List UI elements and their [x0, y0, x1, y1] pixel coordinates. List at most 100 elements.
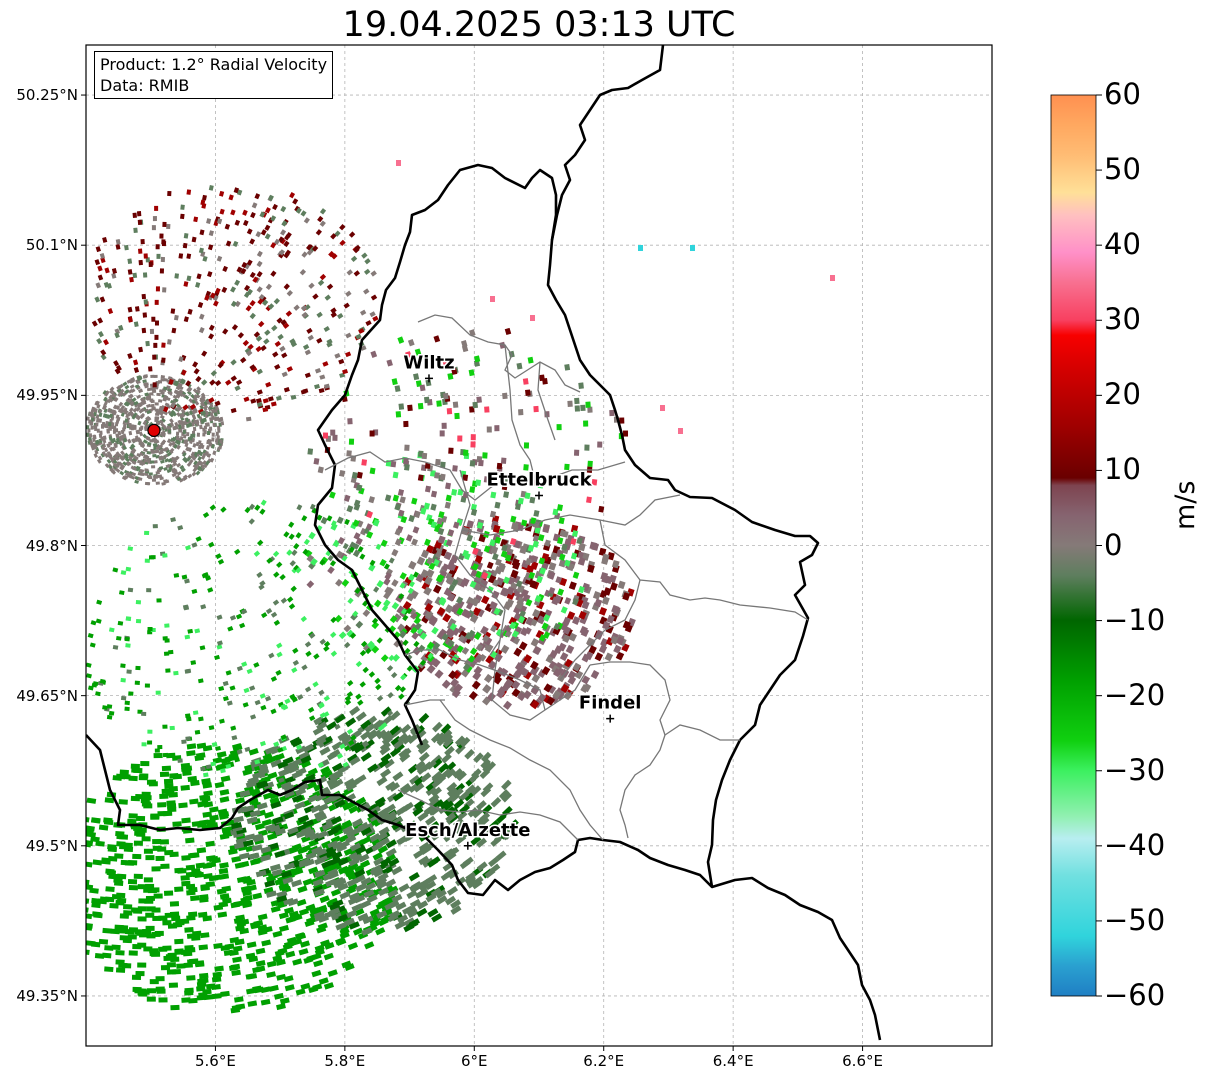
echo-gate	[273, 619, 281, 626]
echo-gate	[146, 403, 151, 408]
echo-gate	[146, 474, 152, 479]
echo-gate	[299, 269, 307, 276]
echo-gate	[584, 444, 590, 451]
echo-gate	[332, 434, 338, 441]
echo-gate	[132, 853, 142, 860]
echo-gate	[272, 930, 283, 938]
echo-gate	[93, 453, 98, 458]
echo-gate	[207, 431, 211, 436]
colorbar	[1050, 94, 1097, 997]
echo-gate	[317, 904, 328, 913]
echo-gate	[561, 543, 568, 551]
echo-gate	[322, 361, 329, 367]
echo-gate	[354, 589, 363, 598]
echo-gate	[285, 916, 296, 924]
echo-gate	[206, 861, 217, 868]
echo-gate	[530, 618, 538, 627]
echo-gate	[383, 591, 391, 600]
echo-gate	[218, 685, 225, 692]
echo-gate	[452, 465, 458, 472]
echo-gate	[544, 539, 551, 547]
echo-gate	[200, 379, 208, 386]
echo-gate	[414, 760, 426, 771]
echo-gate	[381, 605, 389, 612]
echo-gate	[416, 900, 429, 910]
echo-gate	[106, 414, 111, 419]
echo-gate	[209, 426, 213, 431]
echo-gate	[140, 238, 145, 245]
echo-gate	[447, 644, 457, 654]
echo-gate	[264, 224, 271, 231]
echo-gate	[138, 346, 144, 353]
echo-gate	[335, 578, 343, 587]
echo-gate	[345, 351, 352, 358]
echo-gate	[135, 665, 141, 671]
echo-gate	[211, 983, 221, 991]
echo-gate	[242, 702, 249, 708]
echo-gate	[529, 496, 536, 504]
echo-gate	[304, 549, 313, 558]
echo-gate	[539, 374, 545, 382]
echo-gate	[269, 796, 280, 805]
echo-gate	[386, 792, 399, 803]
echo-gate	[216, 435, 220, 440]
echo-gate	[86, 906, 89, 913]
echo-gate	[89, 442, 94, 447]
echo-gate	[302, 878, 313, 886]
echo-gate	[125, 643, 131, 648]
echo-gate	[161, 357, 166, 363]
echo-gate	[436, 895, 448, 905]
echo-gate	[137, 248, 143, 254]
echo-gate	[476, 521, 484, 529]
echo-gate	[133, 400, 139, 406]
echo-gate	[106, 869, 117, 876]
echo-gate	[450, 899, 462, 909]
echo-gate	[186, 750, 196, 757]
echo-gate	[100, 353, 107, 361]
echo-gate	[283, 784, 295, 793]
echo-gate	[290, 585, 297, 593]
echo-gate	[276, 317, 283, 324]
echo-gate	[172, 398, 178, 404]
echo-gate	[566, 611, 576, 620]
echo-gate	[423, 586, 432, 596]
echo-gate	[148, 366, 153, 372]
echo-gate	[203, 403, 209, 409]
echo-gate	[111, 272, 117, 279]
echo-gate	[208, 324, 215, 331]
echo-gate	[313, 653, 320, 660]
echo-gate	[543, 614, 551, 622]
echo-gate	[177, 525, 184, 531]
echo-gate	[330, 650, 338, 657]
echo-gate	[127, 306, 133, 313]
echo-gate	[285, 950, 296, 958]
echo-gate	[360, 719, 372, 730]
echo-gate	[362, 666, 369, 674]
echo-gate	[199, 313, 205, 320]
echo-gate	[268, 652, 275, 659]
echo-gate	[604, 575, 613, 585]
echo-gate	[490, 545, 499, 555]
echo-gate	[306, 580, 315, 589]
echo-gate	[392, 654, 400, 662]
echo-gate	[523, 654, 533, 664]
echo-gate	[146, 410, 152, 415]
echo-gate	[88, 433, 93, 438]
echo-gate	[288, 603, 296, 610]
echo-gate	[431, 786, 442, 797]
echo-gate	[174, 886, 184, 893]
echo-gate	[613, 644, 622, 654]
echo-gate	[174, 455, 180, 461]
echo-gate	[327, 969, 338, 977]
echo-gate	[308, 632, 316, 639]
echo-gate	[461, 527, 470, 536]
echo-gate	[326, 341, 333, 348]
echo-gate	[300, 304, 308, 312]
echo-gate	[202, 915, 212, 922]
echo-gate	[136, 394, 142, 399]
lat-tick-label: 50.1°N	[25, 236, 78, 255]
echo-gate	[391, 579, 399, 587]
echo-gate	[357, 699, 364, 706]
echo-gate	[263, 781, 275, 790]
echo-gate	[574, 670, 584, 680]
